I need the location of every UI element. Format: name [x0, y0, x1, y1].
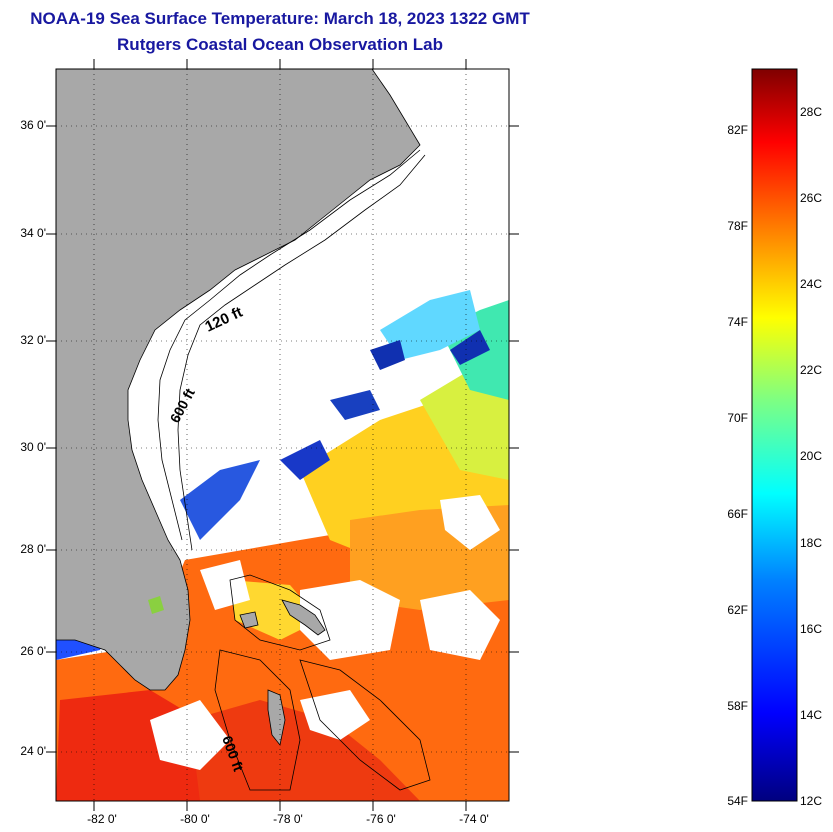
cb-f-62: 62F: [727, 603, 748, 617]
cb-f-54: 54F: [727, 794, 748, 808]
land-mainland: [56, 69, 421, 691]
lon-label-74: -74 0': [459, 812, 489, 826]
land-bahamas-3: [239, 611, 259, 629]
lon-label-76: -76 0': [366, 812, 396, 826]
cb-f-66: 66F: [727, 507, 748, 521]
cb-c-26: 26C: [800, 191, 823, 205]
cb-f-78: 78F: [727, 219, 748, 233]
colorbar: [751, 68, 798, 802]
cb-f-74: 74F: [727, 315, 748, 329]
lon-label-78: -78 0': [273, 812, 303, 826]
cb-c-12: 12C: [800, 794, 823, 808]
map-subtitle: Rutgers Coastal Ocean Observation Lab: [117, 35, 443, 54]
cb-f-58: 58F: [727, 699, 748, 713]
lat-label-34: 34 0': [20, 226, 46, 240]
cb-c-22: 22C: [800, 363, 823, 377]
lat-label-26: 26 0': [20, 644, 46, 658]
cb-c-14: 14C: [800, 708, 823, 722]
grid-lines: [56, 69, 509, 801]
lat-label-32: 32 0': [20, 333, 46, 347]
map-border: [55, 68, 510, 802]
lon-label-80: -80 0': [180, 812, 210, 826]
cloud-mask: [150, 495, 500, 770]
land-bahamas-1: [281, 599, 326, 636]
cb-c-24: 24C: [800, 277, 823, 291]
land-lake: [148, 596, 164, 614]
depth-contours: [157, 149, 431, 791]
cb-c-20: 20C: [800, 449, 823, 463]
cb-f-70: 70F: [727, 411, 748, 425]
cb-c-18: 18C: [800, 536, 823, 550]
lat-label-28: 28 0': [20, 542, 46, 556]
cb-c-16: 16C: [800, 622, 823, 636]
cb-f-82: 82F: [727, 123, 748, 137]
lat-label-36: 36 0': [20, 118, 46, 132]
lat-label-30: 30 0': [20, 440, 46, 454]
map-title: NOAA-19 Sea Surface Temperature: March 1…: [30, 9, 530, 28]
lat-label-24: 24 0': [20, 744, 46, 758]
axis-ticks: [46, 59, 519, 811]
lon-label-82: -82 0': [87, 812, 117, 826]
cb-c-28: 28C: [800, 105, 823, 119]
